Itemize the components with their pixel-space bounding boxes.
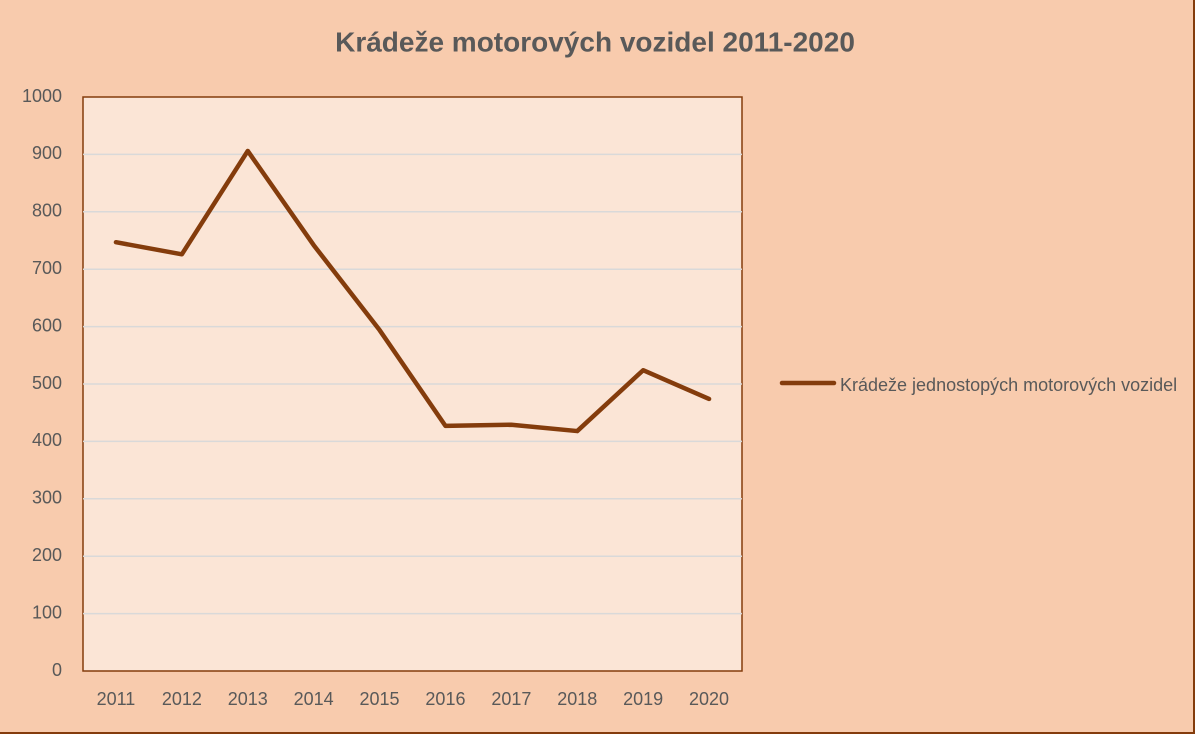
- y-tick-label: 0: [52, 660, 62, 680]
- legend-label: Krádeže jednostopých motorových vozidel: [840, 375, 1178, 395]
- x-tick-label: 2020: [689, 689, 729, 709]
- y-tick-label: 600: [32, 315, 62, 335]
- x-tick-label: 2017: [491, 689, 531, 709]
- y-tick-label: 1000: [22, 86, 62, 106]
- chart-title: Krádeže motorových vozidel 2011-2020: [335, 26, 855, 57]
- y-tick-label: 200: [32, 545, 62, 565]
- data-line: [113, 148, 712, 434]
- x-tick-label: 2013: [228, 689, 268, 709]
- y-tick-label: 700: [32, 258, 62, 278]
- y-tick-label: 400: [32, 430, 62, 450]
- x-tick-label: 2014: [294, 689, 334, 709]
- x-tick-label: 2012: [162, 689, 202, 709]
- y-tick-label: 800: [32, 201, 62, 221]
- x-tick-label: 2016: [425, 689, 465, 709]
- y-tick-label: 100: [32, 602, 62, 622]
- y-tick-label: 900: [32, 143, 62, 163]
- y-tick-label: 300: [32, 488, 62, 508]
- x-tick-label: 2019: [623, 689, 663, 709]
- x-tick-label: 2011: [97, 689, 136, 709]
- y-tick-label: 500: [32, 373, 62, 393]
- x-tick-label: 2015: [360, 689, 400, 709]
- x-tick-label: 2018: [557, 689, 597, 709]
